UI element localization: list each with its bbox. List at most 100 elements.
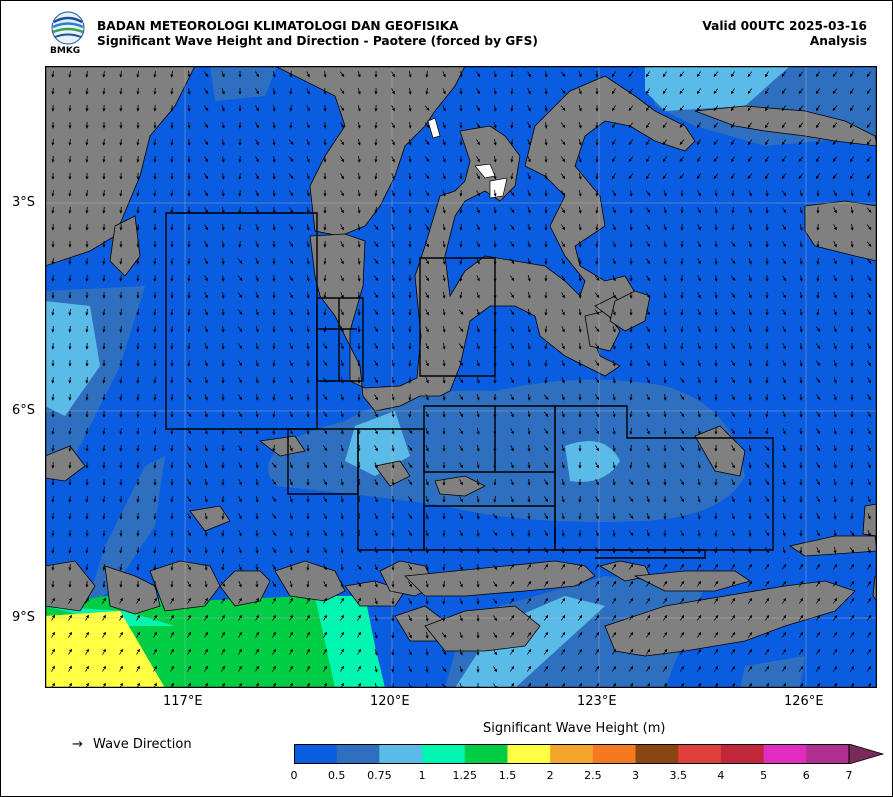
wave-arrow xyxy=(663,207,667,214)
wave-arrow xyxy=(867,189,871,197)
wave-arrow xyxy=(425,326,429,333)
wave-arrow xyxy=(459,257,463,265)
wave-arrow xyxy=(697,326,701,333)
wave-arrow xyxy=(578,342,582,350)
wave-arrow xyxy=(476,190,480,197)
wave-arrow xyxy=(85,308,89,316)
colorbar-tick-label: 1 xyxy=(418,769,426,782)
wave-arrow xyxy=(221,139,225,146)
wave-arrow xyxy=(493,121,497,129)
colorbar-tick-label: 0 xyxy=(290,769,298,782)
wave-arrow xyxy=(595,257,599,265)
wave-arrow xyxy=(391,258,395,265)
wave-arrow xyxy=(425,309,429,316)
wave-arrow xyxy=(850,257,854,265)
wave-arrow xyxy=(781,139,787,146)
wave-arrow xyxy=(833,207,837,214)
wave-arrow xyxy=(679,71,685,77)
colorbar-segment xyxy=(379,744,423,764)
wave-arrow xyxy=(289,360,293,367)
wave-arrow xyxy=(867,326,872,333)
wave-arrow xyxy=(782,377,786,384)
header-right: Valid 00UTC 2025-03-16 Analysis xyxy=(702,19,867,49)
wave-arrow xyxy=(612,190,616,197)
wave-arrow xyxy=(866,173,872,180)
wave-arrow xyxy=(204,377,208,384)
wave-arrow xyxy=(833,190,837,197)
wave-arrow xyxy=(204,360,208,367)
wave-arrow xyxy=(442,257,446,265)
wave-arrow xyxy=(170,206,174,214)
wave-arrow xyxy=(255,71,260,78)
wave-arrow xyxy=(510,326,515,333)
wave-arrow xyxy=(713,156,719,163)
wave-arrow xyxy=(119,70,123,78)
wave-arrow xyxy=(560,71,566,77)
wave-arrow xyxy=(527,224,531,231)
wave-arrow xyxy=(679,173,685,179)
wave-arrow xyxy=(458,360,464,367)
wave-arrow xyxy=(612,224,616,231)
wave-arrow xyxy=(595,223,599,231)
wave-arrow xyxy=(357,206,361,214)
wave-arrow xyxy=(374,138,378,146)
wave-arrow xyxy=(578,156,582,163)
wave-arrow xyxy=(527,122,531,129)
wave-arrow xyxy=(679,360,685,366)
wave-arrow xyxy=(781,71,787,78)
wave-arrow xyxy=(527,139,531,146)
wave-arrow xyxy=(424,139,430,145)
wave-arrow xyxy=(136,512,140,520)
wave-arrow xyxy=(373,224,379,230)
wave-arrow xyxy=(424,207,430,214)
wave-arrow xyxy=(730,343,736,350)
wave-arrow xyxy=(578,325,582,333)
wave-arrow xyxy=(221,308,225,316)
wave-arrow xyxy=(322,394,328,401)
wave-arrow xyxy=(237,326,243,333)
wave-arrow xyxy=(306,224,310,231)
wave-arrow xyxy=(323,291,327,299)
wave-arrow xyxy=(68,70,72,78)
wave-arrow xyxy=(730,275,736,281)
wave-arrow xyxy=(493,172,497,180)
wave-arrow xyxy=(186,377,192,383)
wave-arrow xyxy=(747,71,753,78)
wave-arrow xyxy=(544,308,548,316)
wave-arrow xyxy=(578,122,582,129)
wave-arrow xyxy=(204,394,208,401)
wave-arrow xyxy=(730,139,735,146)
wave-arrow xyxy=(340,394,344,401)
wave-arrow xyxy=(323,87,327,95)
wave-arrow xyxy=(628,156,634,163)
wave-arrow xyxy=(187,291,191,299)
product-title: Significant Wave Height and Direction - … xyxy=(97,34,538,48)
wave-arrow xyxy=(815,156,820,163)
wave-arrow xyxy=(578,88,582,95)
wave-arrow xyxy=(238,172,242,180)
wave-arrow xyxy=(85,189,89,197)
wave-arrow xyxy=(357,172,361,180)
wave-arrow xyxy=(629,206,633,214)
wave-arrow xyxy=(510,309,515,316)
wave-arrow xyxy=(323,70,327,78)
wave-arrow xyxy=(288,139,294,145)
wave-arrow xyxy=(867,360,871,367)
wave-arrow xyxy=(306,342,310,350)
wave-arrow xyxy=(833,360,837,367)
logo-text: BMKG xyxy=(50,46,81,56)
wave-arrow xyxy=(323,274,327,282)
wave-arrow xyxy=(646,377,650,384)
wave-arrow xyxy=(391,359,395,367)
wave-arrow xyxy=(799,274,803,282)
header-left: BADAN METEOROLOGI KLIMATOLOGI DAN GEOFIS… xyxy=(97,19,538,49)
wave-arrow xyxy=(510,377,514,384)
wave-arrow xyxy=(833,224,837,231)
wave-arrow xyxy=(289,121,293,129)
wave-arrow xyxy=(663,224,667,231)
wave-arrow xyxy=(594,326,600,333)
wave-arrow xyxy=(476,241,480,248)
wave-arrow xyxy=(425,360,429,367)
wave-arrow xyxy=(306,88,310,95)
wave-arrow xyxy=(782,326,786,333)
